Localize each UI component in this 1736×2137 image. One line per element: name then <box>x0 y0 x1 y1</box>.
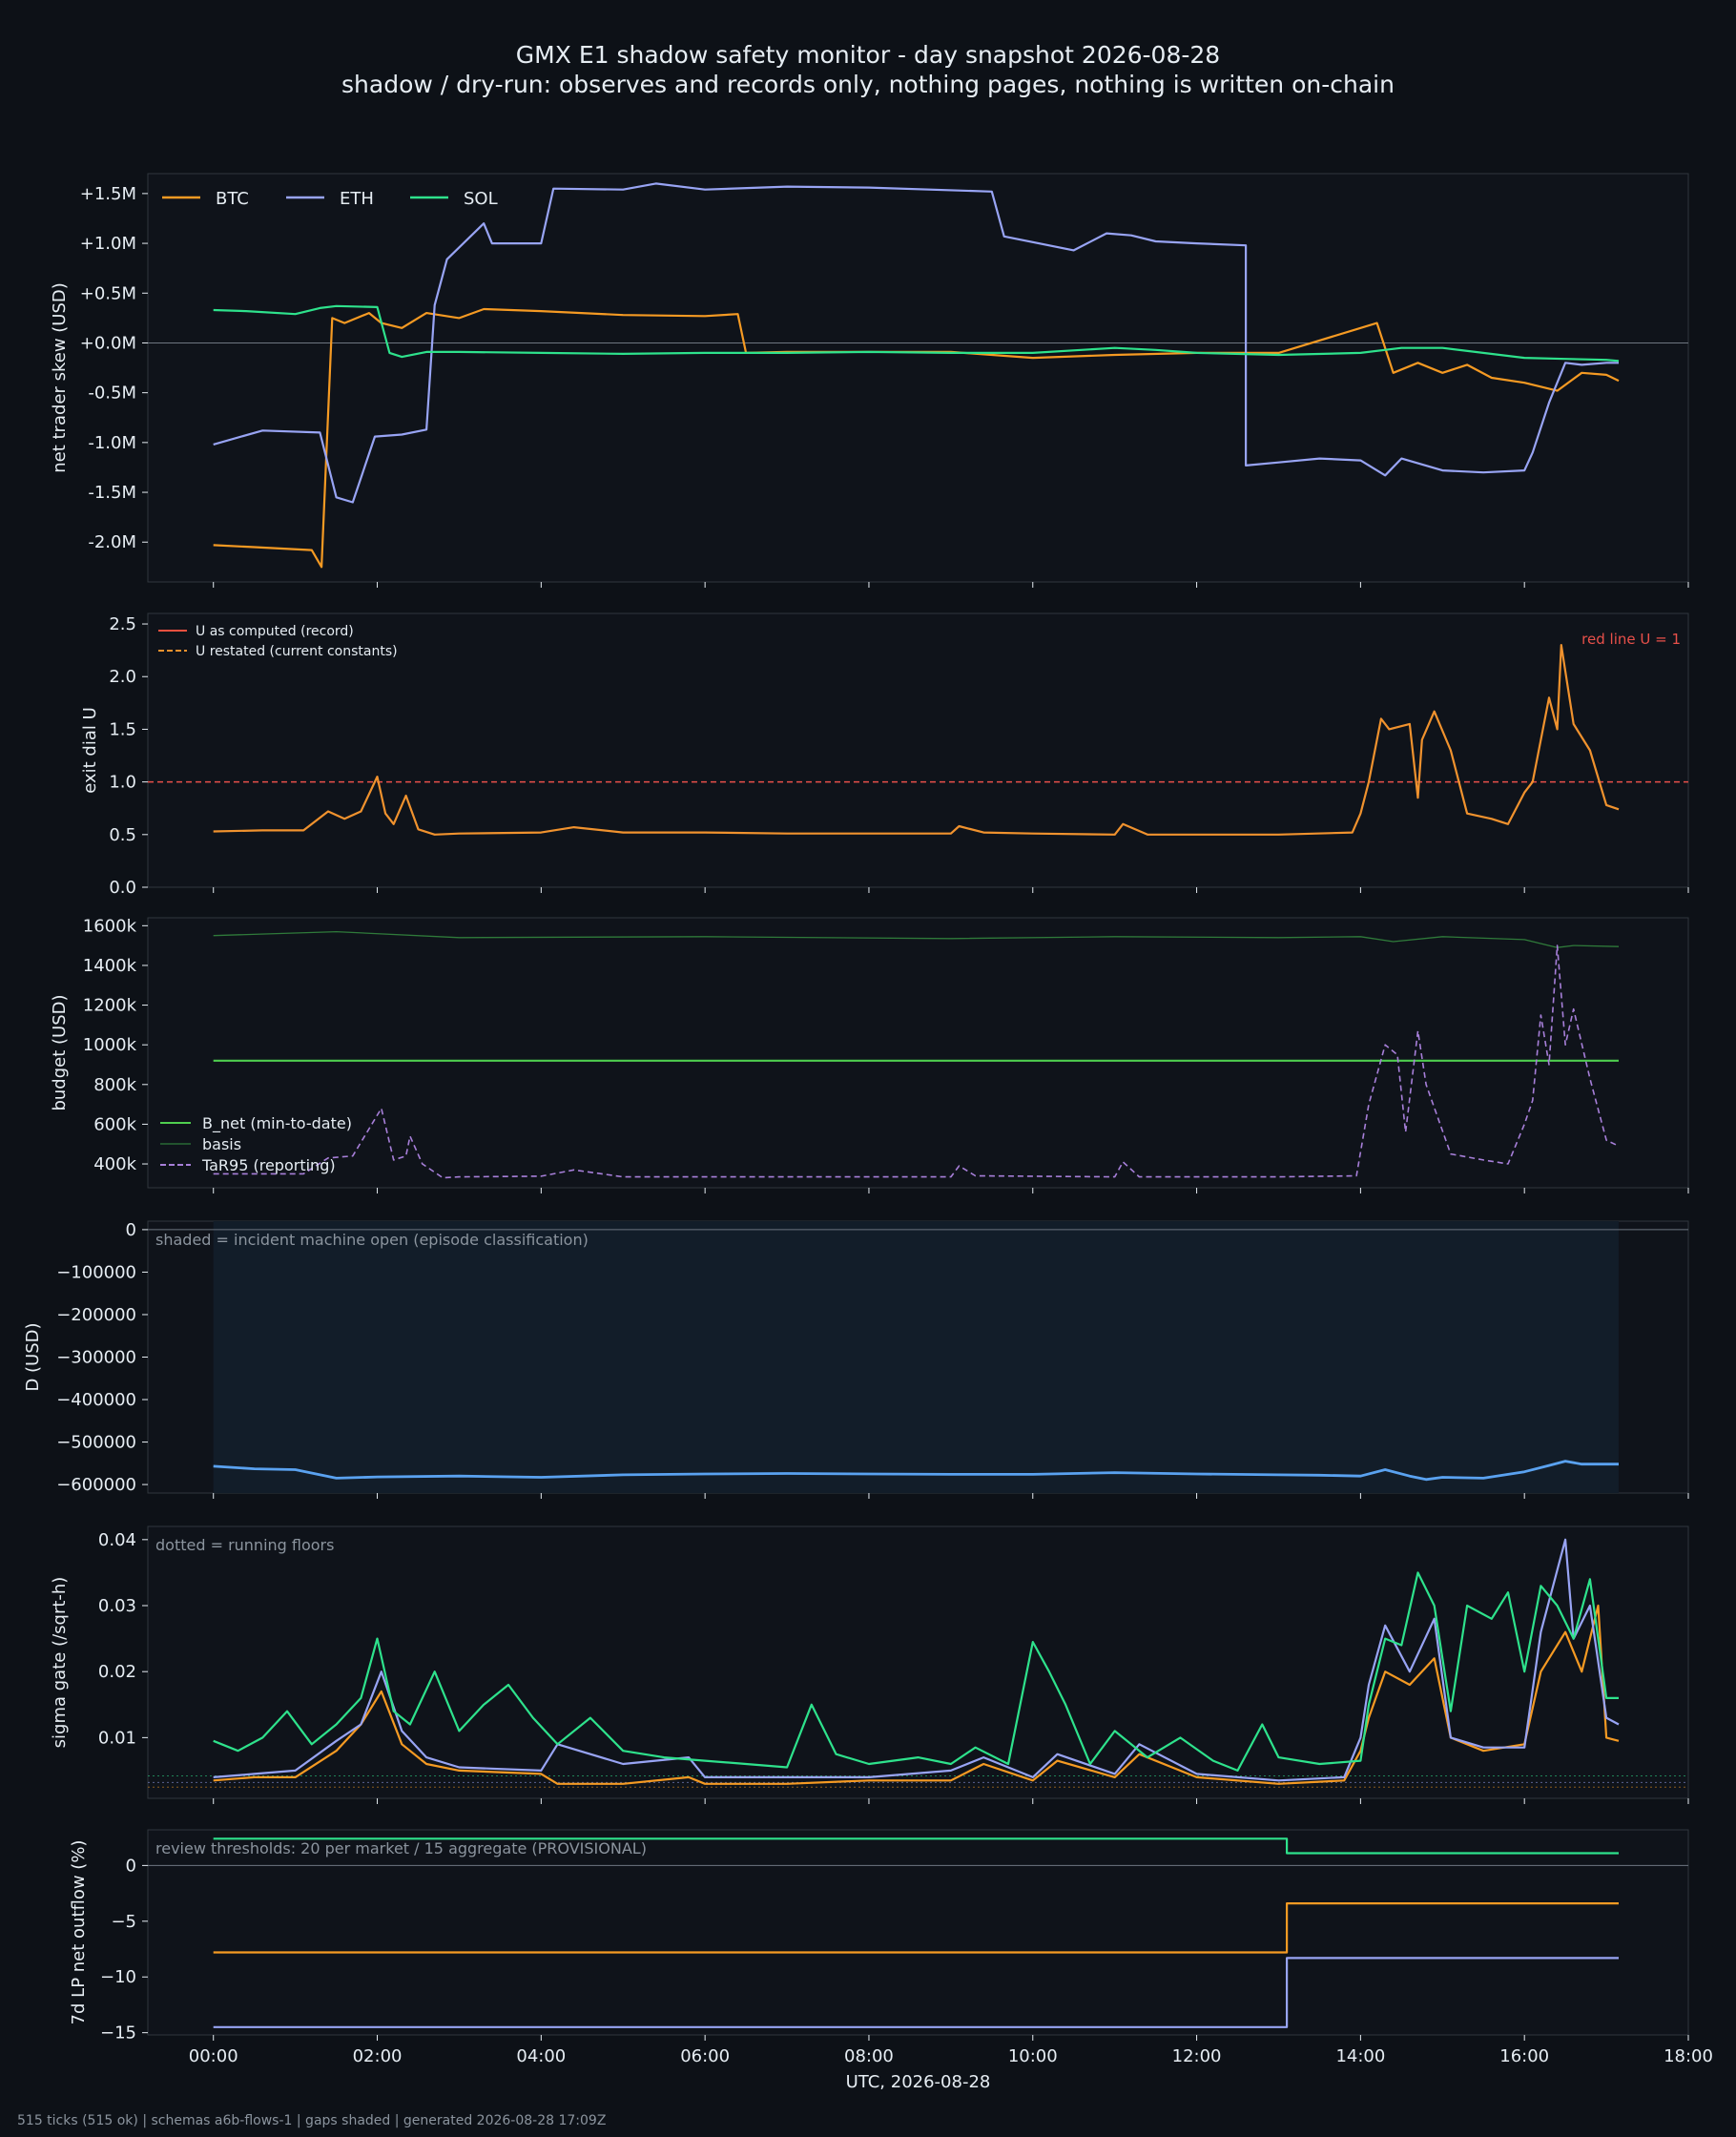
threshold-label: red line U = 1 <box>1581 631 1681 648</box>
footer-status: 515 ticks (515 ok) | schemas a6b-flows-1… <box>17 2113 607 2128</box>
x-tick-label: 08:00 <box>844 2046 894 2066</box>
y-tick-label: 1000k <box>83 1035 137 1055</box>
y-tick-label: −300000 <box>56 1348 136 1368</box>
legend-label: TaR95 (reporting) <box>201 1156 336 1174</box>
x-tick-label: 14:00 <box>1335 2046 1385 2066</box>
series-u-restated-current-constants- <box>213 643 1620 836</box>
legend-label: B_net (min-to-date) <box>202 1114 352 1133</box>
y-tick-label: −600000 <box>56 1475 136 1495</box>
series-eth <box>213 182 1619 504</box>
x-tick-label: 00:00 <box>189 2046 238 2066</box>
panel-annotation: shaded = incident machine open (episode … <box>155 1231 589 1249</box>
y-tick-label: 1.0 <box>109 773 136 793</box>
panel-annotation: review thresholds: 20 per market / 15 ag… <box>155 1839 647 1857</box>
y-tick-label: −15 <box>100 2023 136 2044</box>
legend-label: U as computed (record) <box>196 624 354 639</box>
series-sol <box>213 1837 1619 1855</box>
panel-annotation: dotted = running floors <box>155 1536 334 1554</box>
y-tick-label: 0 <box>126 1856 136 1876</box>
y-tick-label: −400000 <box>56 1390 136 1410</box>
y-tick-label: 0.0 <box>109 878 136 898</box>
x-tick-label: 06:00 <box>680 2046 730 2066</box>
y-tick-label: 800k <box>93 1075 136 1095</box>
y-tick-label: 2.5 <box>109 614 136 634</box>
panel-sigma: 0.01 0.02 0.03 0.04 sigma gate (/sqrt-h) dott… <box>50 1525 1689 1804</box>
x-tick-label: 02:00 <box>353 2046 403 2066</box>
series-eth <box>213 1957 1619 2028</box>
y-tick-label: −200000 <box>56 1305 136 1325</box>
x-tick-label: 10:00 <box>1008 2046 1058 2066</box>
y-tick-label: 1.5 <box>109 719 136 739</box>
y-tick-label: −5 <box>111 1912 136 1932</box>
y-axis-label: D (USD) <box>23 1322 43 1391</box>
legend-label: SOL <box>464 189 498 209</box>
legend-label: basis <box>202 1135 241 1153</box>
x-tick-label: 04:00 <box>516 2046 566 2066</box>
y-tick-label: 2.0 <box>109 667 136 687</box>
y-tick-label: +0.5M <box>80 283 136 303</box>
legend-label: ETH <box>340 189 374 209</box>
plot-area <box>147 612 1689 888</box>
y-tick-label: -1.0M <box>88 433 136 453</box>
y-tick-label: −100000 <box>56 1262 136 1282</box>
series-basis <box>213 930 1620 948</box>
y-tick-label: −10 <box>100 1967 136 1987</box>
panel-d: 0 −100000 −200000 −300000 −400000 −500000 −600… <box>23 1220 1689 1499</box>
series-d <box>213 1460 1619 1482</box>
y-tick-label: 0.02 <box>98 1662 136 1682</box>
y-tick-label: 1400k <box>83 956 137 976</box>
y-tick-label: -0.5M <box>88 384 136 404</box>
y-axis-label: exit dial U <box>80 707 100 794</box>
plot-area <box>147 1829 1689 2036</box>
panel-exit_dial: 0.0 0.5 1.0 1.5 2.0 2.5 exit dial U red line U … <box>80 612 1689 898</box>
y-tick-label: +0.0M <box>80 333 136 353</box>
y-tick-label: 400k <box>93 1154 136 1174</box>
y-tick-label: +1.0M <box>80 234 136 254</box>
x-axis-label: UTC, 2026-08-28 <box>846 2072 991 2092</box>
y-tick-label: 0.01 <box>98 1728 136 1748</box>
y-tick-label: 600k <box>93 1114 136 1134</box>
y-axis-label: net trader skew (USD) <box>50 282 70 473</box>
y-axis-label: budget (USD) <box>50 994 70 1110</box>
y-tick-label: 0.04 <box>98 1530 136 1550</box>
page-title: GMX E1 shadow safety monitor - day snaps… <box>515 41 1221 69</box>
legend-label: BTC <box>216 189 249 209</box>
y-tick-label: 1600k <box>83 916 137 936</box>
x-tick-label: 18:00 <box>1664 2046 1713 2066</box>
y-tick-label: −500000 <box>56 1433 136 1453</box>
panel-budget: 400k 600k 800k 1000k 1200k 1400k 1600k budget (… <box>50 916 1689 1193</box>
series-eth <box>213 1538 1620 1782</box>
series-sol <box>213 304 1620 363</box>
x-tick-label: 12:00 <box>1172 2046 1222 2066</box>
y-axis-label: sigma gate (/sqrt-h) <box>50 1577 70 1749</box>
x-tick-label: 16:00 <box>1499 2046 1549 2066</box>
y-tick-label: 1200k <box>83 996 137 1016</box>
legend-label: U restated (current constants) <box>196 644 398 659</box>
page-subtitle: shadow / dry-run: observes and records o… <box>341 71 1395 98</box>
panel-lp_outflow: 0 −5 −10 −15 7d LP net outflow (%) review thr… <box>69 1829 1713 2092</box>
plot-area <box>147 173 1689 583</box>
series-btc <box>213 1901 1619 1954</box>
y-axis-label: 7d LP net outflow (%) <box>69 1840 89 2025</box>
y-tick-label: +1.5M <box>80 184 136 204</box>
y-tick-label: 0 <box>126 1220 136 1240</box>
incident-shade <box>213 1221 1619 1493</box>
y-tick-label: -1.5M <box>88 483 136 503</box>
panel-skew: +1.5M +1.0M +0.5M +0.0M -0.5M -1.0M -1.5M -2.0M… <box>50 173 1689 588</box>
y-tick-label: 0.5 <box>109 825 136 845</box>
y-tick-label: 0.03 <box>98 1596 136 1616</box>
plot-area <box>147 917 1689 1189</box>
series-tar95-reporting- <box>213 944 1620 1179</box>
y-tick-label: -2.0M <box>88 532 136 552</box>
series-sol <box>213 1571 1619 1773</box>
